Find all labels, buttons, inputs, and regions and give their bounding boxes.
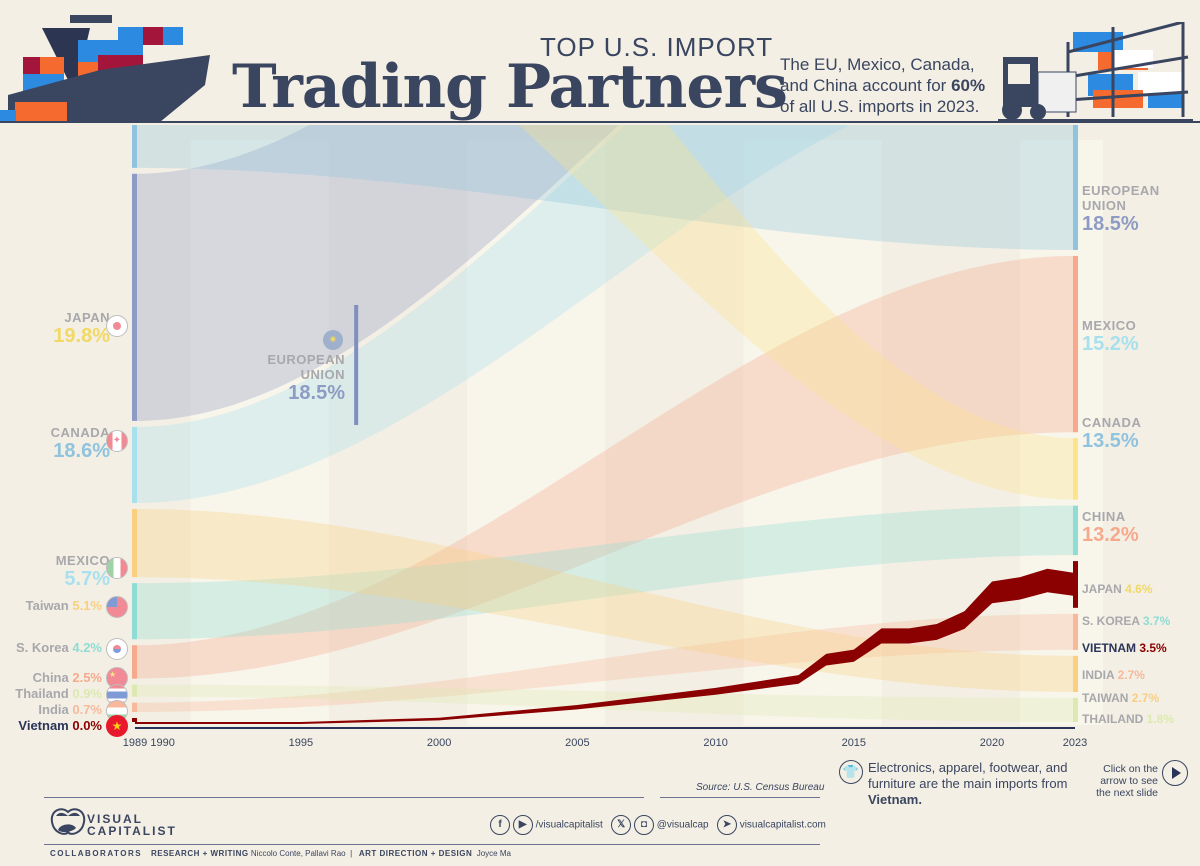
- x-twitter-icon[interactable]: 𝕏: [611, 815, 632, 835]
- flow-europeanunion: [135, 125, 619, 421]
- end-bar-thailand: [1073, 697, 1078, 722]
- x-tick-label: 2015: [841, 737, 867, 749]
- end-label-india: INDIA 2.7%: [1082, 668, 1145, 682]
- end-bar-vietnam: [1073, 561, 1078, 608]
- start-label-mexico: MEXICO 5.7%: [55, 553, 110, 590]
- instagram-icon[interactable]: ◘: [633, 815, 654, 835]
- mexico-flag-icon: [106, 557, 128, 579]
- eu-mid-annotation: EUROPEAN UNION 18.5%: [267, 352, 345, 404]
- start-bar-mexico: [132, 426, 137, 504]
- start-bar-india: [132, 702, 137, 712]
- eu-flag-icon: ✺: [323, 330, 343, 350]
- x-tick-label: 1995: [288, 737, 314, 749]
- chart-supertitle: TOP U.S. IMPORT: [540, 32, 774, 62]
- start-bar-skorea: [132, 583, 137, 640]
- start-label-taiwan: Taiwan 5.1%: [25, 598, 102, 613]
- end-label-eu: EUROPEAN UNION 18.5%: [1082, 183, 1160, 235]
- end-label-vietnam: VIETNAM 3.5%: [1082, 641, 1167, 655]
- end-label-canada: CANADA 13.5%: [1082, 415, 1142, 452]
- facebook-icon[interactable]: f: [490, 815, 510, 835]
- next-slide-hint: Click on the arrow to see the next slide: [1096, 763, 1158, 799]
- flow-mexico: [135, 125, 850, 504]
- x-tick-label: 2020: [979, 737, 1005, 749]
- start-bar-canada: [132, 125, 137, 168]
- x-axis-line: [135, 727, 1075, 729]
- vietnam-flag-icon: ★: [106, 715, 128, 737]
- footer-top-rule: [44, 797, 644, 798]
- flow-china: [135, 255, 1075, 679]
- x-tick-label: 2023: [1062, 737, 1088, 749]
- x-tick-label: 2000: [426, 737, 452, 749]
- year-band: [467, 140, 606, 725]
- x-tick-label: 1990: [150, 737, 175, 749]
- year-band: [190, 140, 329, 725]
- start-label-thailand: Thailand 0.9%: [15, 686, 102, 701]
- flow-india: [135, 613, 1075, 712]
- start-label-china: China 2.5%: [32, 670, 102, 685]
- start-label-japan: JAPAN 19.8%: [53, 310, 110, 347]
- forklift-warehouse-illustration: [998, 22, 1193, 121]
- flow-japan: [518, 125, 1075, 500]
- flow-skorea: [135, 505, 1075, 640]
- youtube-icon[interactable]: ▶: [512, 815, 533, 835]
- end-label-skorea: S. KOREA 3.7%: [1082, 614, 1171, 628]
- play-arrow-icon: [1172, 767, 1181, 779]
- cursor-icon[interactable]: ➤: [716, 815, 737, 835]
- start-label-vietnam: Vietnam 0.0%: [18, 718, 102, 733]
- start-bar-taiwan: [132, 509, 137, 578]
- start-bar-thailand: [132, 684, 137, 697]
- end-label-mexico: MEXICO 15.2%: [1082, 318, 1139, 355]
- start-label-canada: CANADA 18.6%: [50, 425, 110, 462]
- year-band: [1020, 140, 1103, 725]
- website-link[interactable]: visualcapitalist.com: [739, 819, 826, 831]
- end-label-japan: JAPAN 4.6%: [1082, 582, 1153, 596]
- year-band: [743, 140, 882, 725]
- next-slide-button[interactable]: [1162, 760, 1188, 786]
- end-bar-china: [1073, 255, 1078, 433]
- cargo-ship-illustration: [0, 15, 210, 122]
- start-label-india: India 0.7%: [38, 702, 102, 717]
- source-rule: [660, 797, 820, 798]
- start-label-skorea: S. Korea 4.2%: [15, 640, 102, 655]
- eu-mid-marker-bar: [354, 305, 359, 425]
- start-bar-europeanunion: [132, 173, 137, 421]
- end-bar-india: [1073, 613, 1078, 650]
- footer-bottom-rule: [44, 844, 820, 845]
- chart-subtitle: The EU, Mexico, Canada, and China accoun…: [780, 55, 986, 116]
- x-tick-label: 2005: [565, 737, 590, 749]
- x-tick-label: 1989: [122, 737, 148, 749]
- source-note: Source: U.S. Census Bureau: [696, 782, 825, 793]
- bump-chart: [132, 125, 1103, 725]
- collaborators-credit: COLLABORATORS RESEARCH + WRITING Niccolo…: [50, 849, 511, 858]
- shirt-icon: 👕: [839, 760, 863, 784]
- taiwan-flag-icon: [106, 596, 128, 618]
- flow-canada: [135, 125, 1075, 250]
- header-rule: [0, 121, 1200, 123]
- japan-flag-icon: [106, 315, 128, 337]
- social-handle-x-instagram[interactable]: @visualcap: [656, 819, 709, 831]
- start-bar-china: [132, 645, 137, 679]
- start-bar-vietnam: [132, 718, 137, 722]
- x-tick-label: 2010: [703, 737, 728, 749]
- end-bar-japan: [1073, 438, 1078, 500]
- chart-title: Trading Partners: [232, 52, 788, 122]
- end-bar-taiwan: [1073, 655, 1078, 692]
- end-label-china: CHINA 13.2%: [1082, 509, 1139, 546]
- social-links: f ▶ /visualcapitalist 𝕏 ◘ @visualcap ➤ v…: [490, 815, 826, 835]
- vietnam-imports-note: Electronics, apparel, footwear, and furn…: [868, 760, 1068, 807]
- canada-flag-icon: ✦: [106, 430, 128, 452]
- visual-capitalist-logo-icon: [50, 808, 86, 835]
- end-bar-skorea: [1073, 505, 1078, 556]
- skorea-flag-icon: [106, 638, 128, 660]
- end-label-taiwan: TAIWAN 2.7%: [1082, 691, 1160, 705]
- flow-taiwan: [135, 509, 1075, 692]
- end-bar-canada: [1073, 125, 1078, 250]
- end-label-thailand: THAILAND 1.8%: [1082, 712, 1175, 726]
- visual-capitalist-logo-text: VISUAL CAPITALIST: [87, 812, 177, 838]
- social-handle-facebook-youtube[interactable]: /visualcapitalist: [535, 819, 603, 831]
